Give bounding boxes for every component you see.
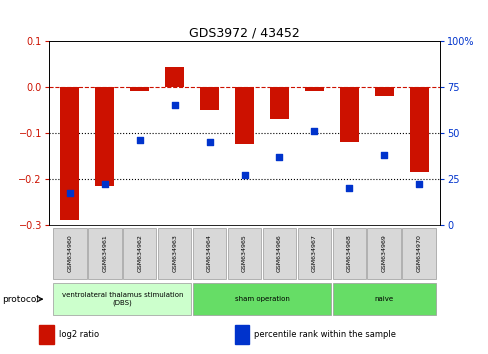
Title: GDS3972 / 43452: GDS3972 / 43452 — [189, 27, 299, 40]
FancyBboxPatch shape — [297, 228, 330, 279]
Point — [275, 154, 283, 160]
Text: ventrolateral thalamus stimulation
(DBS): ventrolateral thalamus stimulation (DBS) — [61, 292, 183, 306]
Text: GSM634960: GSM634960 — [67, 234, 72, 272]
Point — [240, 172, 248, 178]
Bar — [200, 87, 219, 110]
Bar — [39, 325, 54, 344]
Bar — [234, 87, 254, 144]
Point — [66, 191, 74, 196]
Bar — [165, 67, 184, 87]
Bar — [304, 87, 323, 91]
Bar — [130, 87, 149, 91]
Text: GSM634966: GSM634966 — [276, 234, 282, 272]
Point — [170, 102, 178, 108]
Point — [136, 137, 143, 143]
FancyBboxPatch shape — [122, 228, 156, 279]
Point — [101, 182, 108, 187]
Point — [380, 152, 387, 158]
Bar — [60, 87, 80, 220]
Bar — [234, 325, 249, 344]
Text: percentile rank within the sample: percentile rank within the sample — [254, 330, 395, 339]
FancyBboxPatch shape — [53, 228, 86, 279]
Text: GSM634970: GSM634970 — [416, 234, 421, 272]
FancyBboxPatch shape — [192, 283, 330, 315]
FancyBboxPatch shape — [88, 228, 122, 279]
Bar — [374, 87, 393, 96]
Bar — [339, 87, 358, 142]
Text: naive: naive — [374, 296, 393, 302]
FancyBboxPatch shape — [192, 228, 226, 279]
Point — [205, 139, 213, 145]
Text: GSM634962: GSM634962 — [137, 234, 142, 272]
Text: GSM634963: GSM634963 — [172, 234, 177, 272]
FancyBboxPatch shape — [158, 228, 191, 279]
Bar — [95, 87, 114, 186]
Text: GSM634961: GSM634961 — [102, 234, 107, 272]
Bar — [409, 87, 428, 172]
Text: log2 ratio: log2 ratio — [59, 330, 99, 339]
Point — [414, 182, 422, 187]
FancyBboxPatch shape — [262, 228, 296, 279]
FancyBboxPatch shape — [227, 228, 261, 279]
Text: protocol: protocol — [2, 295, 40, 304]
Text: GSM634967: GSM634967 — [311, 234, 316, 272]
Point — [345, 185, 352, 191]
Text: GSM634969: GSM634969 — [381, 234, 386, 272]
Bar — [269, 87, 288, 119]
FancyBboxPatch shape — [332, 228, 366, 279]
FancyBboxPatch shape — [332, 283, 435, 315]
FancyBboxPatch shape — [402, 228, 435, 279]
FancyBboxPatch shape — [366, 228, 400, 279]
Point — [310, 128, 318, 134]
Text: GSM634965: GSM634965 — [242, 234, 246, 272]
Text: GSM634964: GSM634964 — [206, 234, 212, 272]
FancyBboxPatch shape — [53, 283, 191, 315]
Text: GSM634968: GSM634968 — [346, 234, 351, 272]
Text: sham operation: sham operation — [234, 296, 289, 302]
